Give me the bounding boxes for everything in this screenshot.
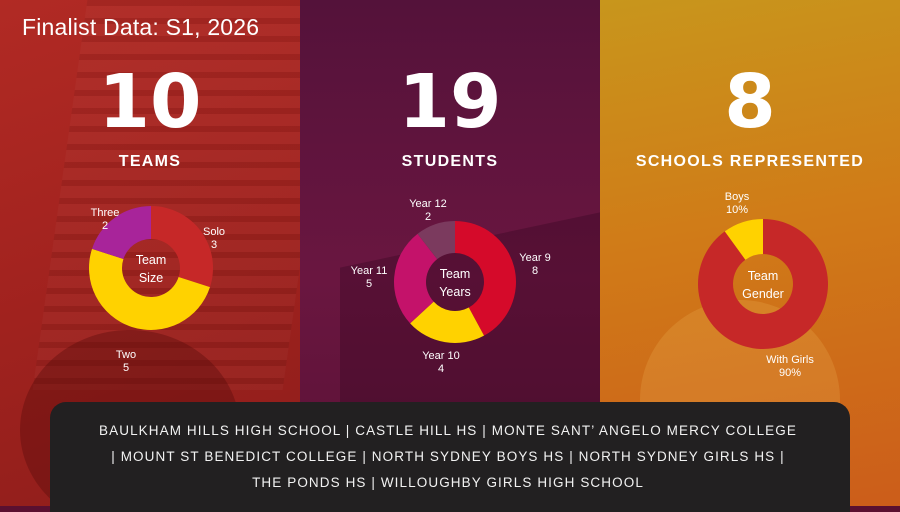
slice-value-label: 8 xyxy=(532,265,538,277)
slice-label: Year 10 xyxy=(422,350,460,362)
donut-center-label: Years xyxy=(439,285,471,299)
donut-center-label: Team xyxy=(136,253,167,267)
donut-slice-boys xyxy=(724,219,763,260)
donut-slice-year-11 xyxy=(394,233,438,324)
slice-value-label: 2 xyxy=(425,211,431,223)
donut-center-label: Team xyxy=(440,267,471,281)
students-label: STUDENTS xyxy=(401,153,499,170)
slice-label: Year 9 xyxy=(519,252,550,264)
slice-value-label: 3 xyxy=(211,239,217,251)
slice-label: Two xyxy=(116,349,136,361)
donut-center-label: Size xyxy=(139,271,163,285)
teams-label: TEAMS xyxy=(118,153,182,170)
donut-slice-two xyxy=(89,248,210,330)
page-title: Finalist Data: S1, 2026 xyxy=(22,14,260,40)
donut-center-label: Team xyxy=(748,269,779,283)
donut-slice-year-10 xyxy=(410,301,485,343)
slice-value-label: 4 xyxy=(438,363,444,375)
donut-slice-year-9 xyxy=(455,221,516,336)
slice-label: Solo xyxy=(203,226,225,238)
donut-slice-year-12 xyxy=(417,221,455,260)
slice-label: Boys xyxy=(725,191,750,203)
slice-value-label: 90% xyxy=(779,367,801,379)
schools-banner: BAULKHAM HILLS HIGH SCHOOL | CASTLE HILL… xyxy=(50,402,850,512)
slice-value-label: 2 xyxy=(102,220,108,232)
teams-count: 10 xyxy=(98,59,202,145)
donut-slice-three xyxy=(92,206,151,260)
donut-slice-solo xyxy=(151,206,213,288)
slice-value-label: 5 xyxy=(123,362,129,374)
slice-label: With Girls xyxy=(766,354,814,366)
students-count: 19 xyxy=(398,59,502,145)
donut-slice-with-girls xyxy=(698,219,828,349)
slice-label: Three xyxy=(91,207,120,219)
schools-count: 8 xyxy=(724,59,776,145)
slice-label: Year 12 xyxy=(409,198,447,210)
slice-label: Year 11 xyxy=(351,265,388,277)
slice-value-label: 10% xyxy=(726,204,748,216)
schools-list: BAULKHAM HILLS HIGH SCHOOL | CASTLE HILL… xyxy=(99,423,797,490)
donut-center-label: Gender xyxy=(742,287,784,301)
schools-label: SCHOOLS REPRESENTED xyxy=(635,153,865,170)
slice-value-label: 5 xyxy=(366,278,372,290)
